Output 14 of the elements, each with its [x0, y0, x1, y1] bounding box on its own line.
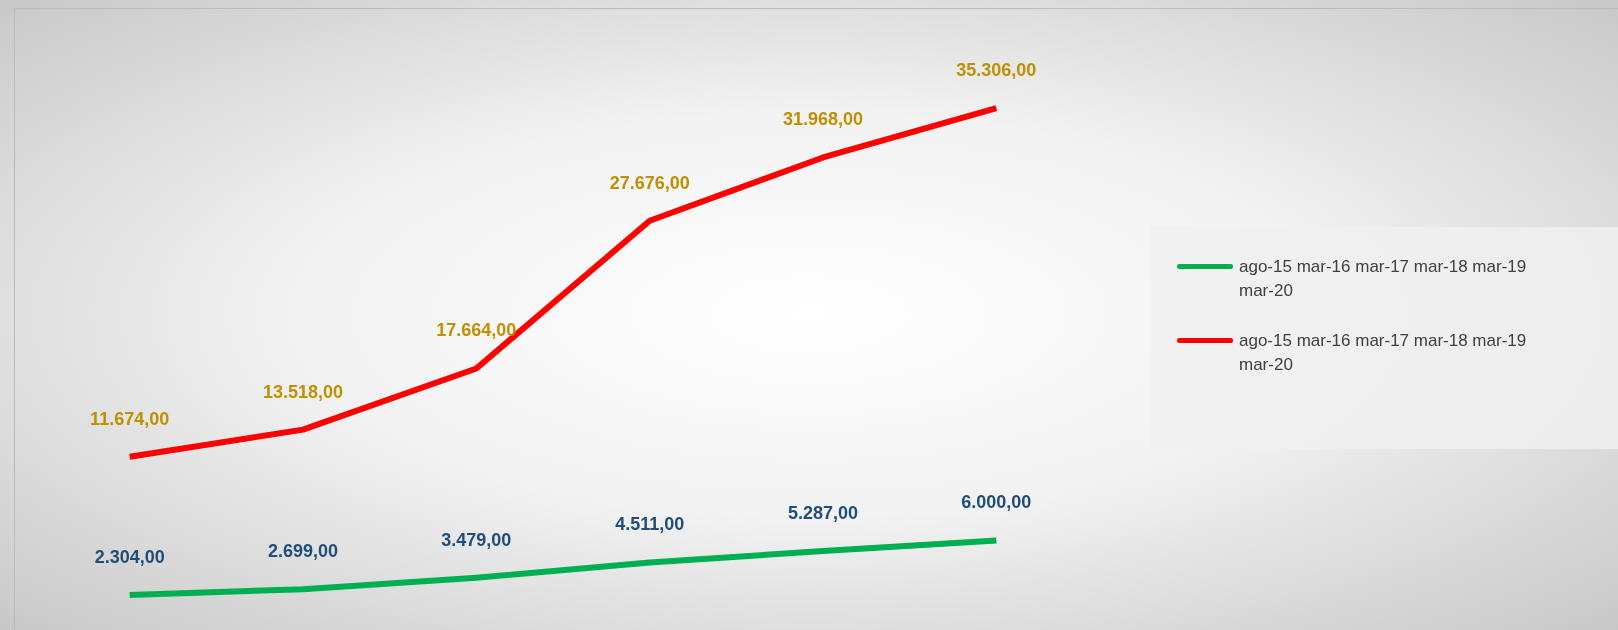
- legend-label: ago-15 mar-16 mar-17 mar-18 mar-19 mar-20: [1239, 256, 1528, 302]
- data-label: 35.306,00: [956, 60, 1037, 81]
- data-label: 13.518,00: [262, 381, 344, 402]
- data-label: 3.479,00: [441, 529, 512, 550]
- data-label: 5.287,00: [787, 502, 859, 523]
- data-label: 2.304,00: [94, 546, 165, 567]
- data-label: 17.664,00: [436, 320, 517, 341]
- data-label: 27.676,00: [609, 172, 690, 193]
- data-label: 2.699,00: [267, 541, 339, 562]
- data-label: 6.000,00: [961, 492, 1032, 513]
- legend-label: ago-15 mar-16 mar-17 mar-18 mar-19 mar-20: [1239, 330, 1528, 376]
- data-label: 11.674,00: [90, 408, 170, 429]
- data-label: 4.511,00: [615, 514, 685, 535]
- data-label: 31.968,00: [782, 109, 864, 130]
